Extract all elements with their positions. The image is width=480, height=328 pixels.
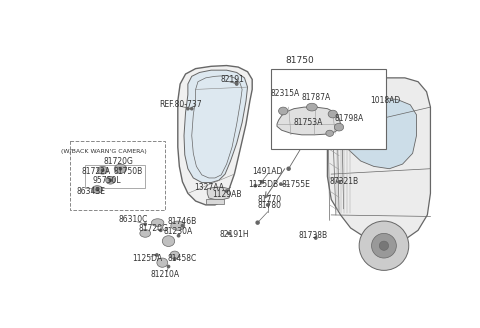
Text: 81750B: 81750B xyxy=(114,167,143,176)
Ellipse shape xyxy=(162,236,175,246)
Text: 87321B: 87321B xyxy=(330,177,359,186)
Text: 81722A: 81722A xyxy=(82,167,111,176)
Bar xyxy=(85,165,145,188)
Text: (W/BACK WARN'G CAMERA): (W/BACK WARN'G CAMERA) xyxy=(61,149,147,154)
Text: 82191H: 82191H xyxy=(219,230,249,239)
Polygon shape xyxy=(277,107,340,135)
Text: 81780: 81780 xyxy=(257,201,281,210)
Circle shape xyxy=(96,188,98,191)
Ellipse shape xyxy=(140,230,151,237)
Ellipse shape xyxy=(97,166,108,174)
Text: 81720G: 81720G xyxy=(138,223,168,233)
Text: 81720G: 81720G xyxy=(103,156,133,166)
Text: 1125DB: 1125DB xyxy=(248,180,278,189)
Circle shape xyxy=(159,229,162,232)
Circle shape xyxy=(191,108,193,110)
Circle shape xyxy=(168,265,169,268)
Circle shape xyxy=(144,223,146,225)
Text: 1018AD: 1018AD xyxy=(371,96,401,106)
Text: 81458C: 81458C xyxy=(168,254,197,263)
Circle shape xyxy=(338,181,340,183)
Text: 81230A: 81230A xyxy=(163,227,192,236)
Circle shape xyxy=(187,108,189,110)
Text: 1327AA: 1327AA xyxy=(194,183,224,192)
Circle shape xyxy=(178,235,180,237)
Ellipse shape xyxy=(306,103,317,111)
Ellipse shape xyxy=(335,123,344,131)
Polygon shape xyxy=(184,70,248,183)
Text: 81750: 81750 xyxy=(286,56,314,65)
Circle shape xyxy=(280,183,282,185)
Text: 81753A: 81753A xyxy=(293,118,323,127)
Ellipse shape xyxy=(106,176,115,184)
Circle shape xyxy=(226,190,228,192)
Circle shape xyxy=(256,221,259,224)
Ellipse shape xyxy=(328,110,337,118)
Circle shape xyxy=(359,221,409,270)
Text: 81787A: 81787A xyxy=(301,92,330,102)
Ellipse shape xyxy=(114,164,127,173)
Circle shape xyxy=(266,204,269,206)
Bar xyxy=(271,69,385,150)
Circle shape xyxy=(228,232,230,235)
Circle shape xyxy=(236,81,238,84)
Circle shape xyxy=(379,241,389,250)
Polygon shape xyxy=(206,199,224,204)
Circle shape xyxy=(287,167,290,170)
Text: 1491AD: 1491AD xyxy=(252,167,283,176)
Text: 1129AB: 1129AB xyxy=(212,190,241,199)
Text: 81798A: 81798A xyxy=(335,114,364,123)
Circle shape xyxy=(314,237,317,239)
Ellipse shape xyxy=(278,107,288,115)
Text: 1125DA: 1125DA xyxy=(132,254,163,263)
Polygon shape xyxy=(327,78,431,241)
Text: 82191: 82191 xyxy=(220,75,244,84)
Circle shape xyxy=(236,83,238,85)
Circle shape xyxy=(156,254,158,256)
Polygon shape xyxy=(207,187,230,199)
Ellipse shape xyxy=(170,251,180,259)
Text: 81738B: 81738B xyxy=(298,231,327,240)
Circle shape xyxy=(260,181,263,183)
Circle shape xyxy=(254,185,256,187)
Text: 81210A: 81210A xyxy=(150,270,179,279)
Circle shape xyxy=(109,179,111,181)
Circle shape xyxy=(101,169,104,172)
Text: 81755E: 81755E xyxy=(282,180,311,189)
Bar xyxy=(70,141,165,210)
Polygon shape xyxy=(178,66,252,205)
Text: 86343E: 86343E xyxy=(76,187,106,196)
Text: 82315A: 82315A xyxy=(270,89,300,98)
Circle shape xyxy=(181,225,184,227)
Ellipse shape xyxy=(92,186,103,194)
Ellipse shape xyxy=(171,221,185,230)
Ellipse shape xyxy=(157,258,168,267)
Text: 81746B: 81746B xyxy=(167,216,196,226)
Text: 86310C: 86310C xyxy=(119,215,148,224)
Circle shape xyxy=(174,258,176,260)
Text: 95750L: 95750L xyxy=(92,176,121,185)
Ellipse shape xyxy=(326,130,334,136)
Text: 81770: 81770 xyxy=(257,195,281,204)
Circle shape xyxy=(372,234,396,258)
Text: REF.80-737: REF.80-737 xyxy=(159,100,202,109)
Circle shape xyxy=(120,168,121,170)
Polygon shape xyxy=(337,98,417,169)
Ellipse shape xyxy=(152,219,164,226)
